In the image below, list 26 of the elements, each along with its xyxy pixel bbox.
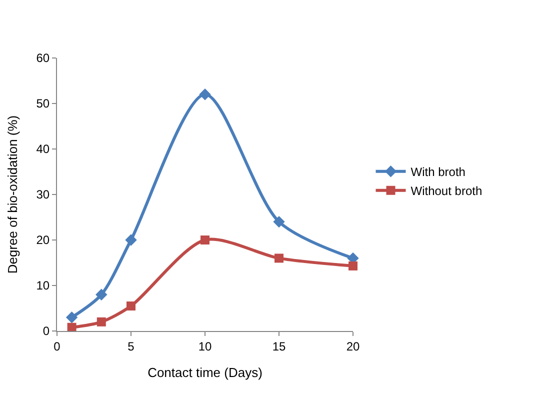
point (96, 288, 108, 300)
y-tick-label: 30 (36, 188, 50, 202)
point (348, 261, 358, 270)
y-tick-label: 20 (36, 233, 50, 248)
point (273, 216, 285, 228)
point (125, 234, 137, 246)
legend-label: Without broth (410, 184, 482, 198)
y-tick-label: 40 (36, 142, 50, 156)
point (96, 317, 106, 326)
point (200, 236, 210, 244)
y-tick-label: 50 (36, 96, 50, 111)
x-tick-label: 0 (54, 339, 61, 354)
point (199, 88, 211, 100)
x-tick-label: 20 (346, 339, 360, 354)
y-tick-label: 60 (36, 51, 50, 66)
y-tick-label: 0 (42, 324, 50, 338)
x-tick-label: 5 (128, 339, 135, 354)
y-tick-label: 10 (36, 278, 50, 293)
x-axis-title: Contact time (Days) (148, 365, 262, 380)
y-axis-title: Degree of bio-oxidation (%) (5, 115, 20, 274)
point (126, 301, 136, 310)
x-tick-label: 15 (272, 339, 286, 354)
point (274, 254, 284, 263)
point (66, 312, 78, 324)
legend-label: With broth (410, 165, 466, 180)
x-tick-label: 10 (198, 339, 212, 354)
